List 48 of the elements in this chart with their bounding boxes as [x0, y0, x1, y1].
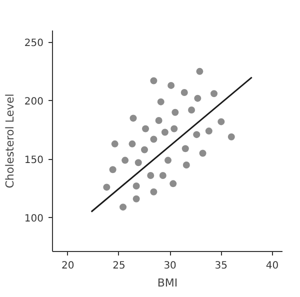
- point: [161, 128, 168, 136]
- point: [199, 150, 206, 157]
- x-tick-label: 35: [214, 260, 228, 272]
- point: [141, 146, 148, 154]
- point: [159, 172, 166, 179]
- point: [134, 159, 142, 166]
- point: [210, 90, 218, 98]
- y-tick-label: 200: [24, 96, 44, 108]
- x-axis-title: BMI: [157, 276, 178, 290]
- point: [155, 117, 162, 124]
- point: [147, 172, 154, 179]
- x-tick-label: 40: [266, 260, 279, 272]
- point: [120, 204, 127, 211]
- point: [170, 125, 178, 132]
- point: [128, 140, 136, 148]
- point: [109, 166, 116, 174]
- x-tick-label: 25: [112, 260, 126, 272]
- y-tick-label: 250: [24, 38, 44, 50]
- point: [170, 180, 177, 188]
- point: [172, 108, 179, 116]
- y-axis-title: Cholesterol Level: [3, 94, 16, 188]
- point: [122, 156, 129, 164]
- point: [157, 98, 164, 106]
- point: [142, 125, 150, 132]
- x-tick-label: 20: [61, 260, 74, 272]
- point: [205, 128, 212, 135]
- point: [164, 156, 172, 164]
- point: [132, 195, 140, 202]
- point: [103, 184, 110, 191]
- y-tick-label: 150: [24, 155, 44, 166]
- point: [150, 77, 158, 84]
- point: [228, 133, 235, 140]
- point: [168, 82, 175, 89]
- y-tick-label: 100: [24, 214, 44, 225]
- point: [218, 118, 225, 126]
- point: [196, 68, 204, 75]
- point: [193, 131, 200, 138]
- point: [182, 145, 189, 152]
- point: [150, 188, 158, 196]
- point: [150, 136, 158, 143]
- point: [182, 161, 190, 168]
- point: [130, 114, 137, 122]
- point: [180, 88, 188, 96]
- point: [132, 182, 140, 190]
- point: [188, 106, 196, 114]
- point: [194, 94, 202, 102]
- point: [111, 140, 118, 148]
- x-tick-label: 30: [164, 260, 176, 272]
